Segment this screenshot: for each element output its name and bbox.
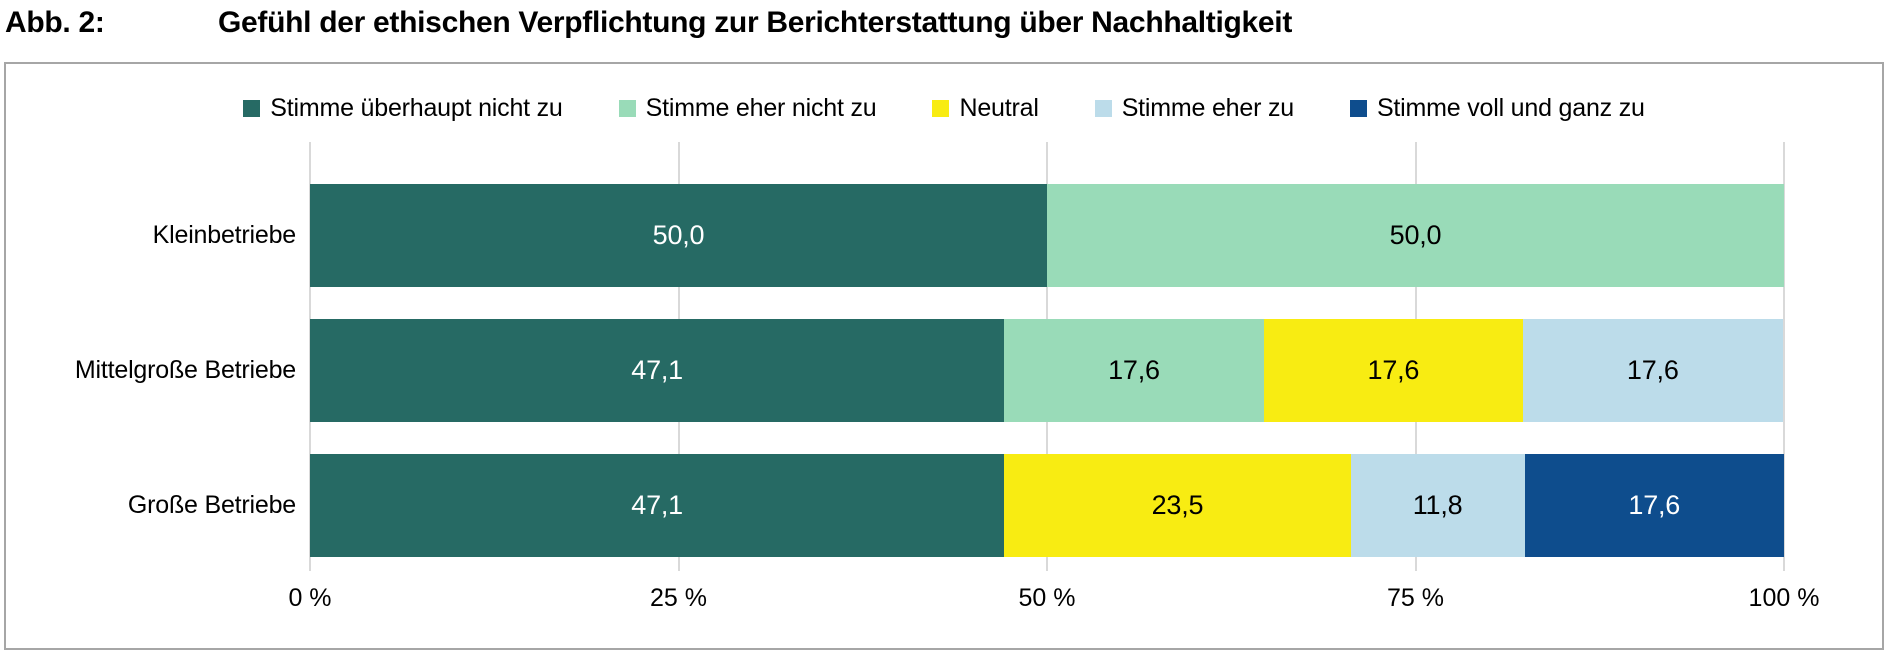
- tick-mark: [309, 562, 311, 571]
- figure-number: Abb. 2:: [5, 6, 105, 39]
- legend-swatch-icon: [932, 100, 950, 117]
- segment-value-label: 50,0: [652, 220, 705, 250]
- segment-value-label: 11,8: [1412, 490, 1463, 520]
- tick-mark: [677, 562, 680, 571]
- tick-mark: [1414, 562, 1417, 571]
- gridline: [1783, 142, 1785, 562]
- legend-swatch-icon: [1094, 100, 1112, 117]
- bar-segment: 23,5: [1004, 454, 1351, 557]
- legend-swatch-icon: [618, 100, 636, 117]
- legend-label: Stimme eher nicht zu: [645, 94, 877, 122]
- category-label: Große Betriebe: [127, 491, 296, 519]
- bar-row: Kleinbetriebe 50,0 50,0: [6, 184, 1882, 287]
- legend-item: Stimme eher zu: [1094, 94, 1294, 123]
- segment-value-label: 17,6: [1367, 355, 1420, 385]
- legend-label: Neutral: [959, 94, 1039, 122]
- segment-value-label: 50,0: [1389, 220, 1442, 250]
- figure-caption: Gefühl der ethischen Verpflichtung zur B…: [218, 6, 1293, 39]
- legend-label: Stimme überhaupt nicht zu: [270, 94, 563, 122]
- chart-container: Stimme überhaupt nicht zu Stimme eher nic…: [4, 62, 1884, 650]
- segment-value-label: 47,1: [631, 490, 683, 520]
- segment-value-label: 17,6: [1626, 355, 1679, 385]
- legend: Stimme überhaupt nicht zu Stimme eher nic…: [6, 94, 1882, 123]
- bar-segment: 17,6: [1004, 319, 1264, 422]
- bar-segment: 50,0: [310, 184, 1047, 287]
- category-label: Mittelgroße Betriebe: [74, 356, 296, 384]
- x-axis-label: 75 %: [1387, 584, 1444, 612]
- legend-swatch-icon: [1349, 100, 1367, 117]
- bar-segment: 17,6: [1524, 454, 1784, 557]
- bar-row: Große Betriebe 47,1 23,5 11,8 17,6: [6, 454, 1882, 557]
- bar-segment: 47,1: [310, 454, 1005, 557]
- bar-track: 50,0 50,0: [310, 184, 1784, 287]
- tick-mark: [1046, 562, 1048, 571]
- bar-row: Mittelgroße Betriebe 47,1 17,6 17,6 17,6: [6, 319, 1882, 422]
- segment-value-label: 47,1: [631, 355, 683, 385]
- bar-track: 47,1 17,6 17,6 17,6: [310, 319, 1784, 422]
- legend-label: Stimme eher zu: [1121, 94, 1294, 122]
- figure-title: Abb. 2: Gefühl der ethischen Verpflichtu…: [5, 6, 1292, 40]
- x-axis-label: 25 %: [650, 584, 707, 612]
- tick-mark: [1783, 562, 1785, 571]
- segment-value-label: 23,5: [1151, 490, 1204, 520]
- category-label: Kleinbetriebe: [152, 221, 297, 249]
- segment-value-label: 17,6: [1108, 355, 1160, 385]
- x-axis: 0 % 25 % 50 % 75 % 100 %: [288, 584, 1819, 620]
- bar-segment: 17,6: [1523, 319, 1783, 422]
- bar-segment: 17,6: [1263, 319, 1524, 422]
- legend-item: Stimme eher nicht zu: [618, 94, 877, 123]
- x-axis-label: 50 %: [1018, 584, 1076, 612]
- plot-area: Kleinbetriebe 50,0 50,0 Mittelgroße Betrieb…: [6, 142, 1882, 562]
- legend-label: Stimme voll und ganz zu: [1376, 94, 1645, 122]
- bar-segment: 47,1: [310, 319, 1005, 422]
- legend-swatch-icon: [243, 100, 261, 117]
- legend-item: Stimme voll und ganz zu: [1349, 94, 1645, 123]
- x-axis-label: 100 %: [1748, 584, 1820, 612]
- bar-segment: 11,8: [1350, 454, 1525, 557]
- segment-value-label: 17,6: [1628, 490, 1681, 520]
- bar-rows: Kleinbetriebe 50,0 50,0 Mittelgroße Betrieb…: [6, 142, 1882, 562]
- legend-item: Neutral: [932, 94, 1039, 123]
- x-axis-label: 0 %: [288, 584, 332, 612]
- legend-item: Stimme überhaupt nicht zu: [243, 94, 563, 123]
- axis-ticks: [309, 562, 1785, 571]
- bar-segment: 50,0: [1047, 184, 1784, 287]
- bar-track: 47,1 23,5 11,8 17,6: [310, 454, 1784, 557]
